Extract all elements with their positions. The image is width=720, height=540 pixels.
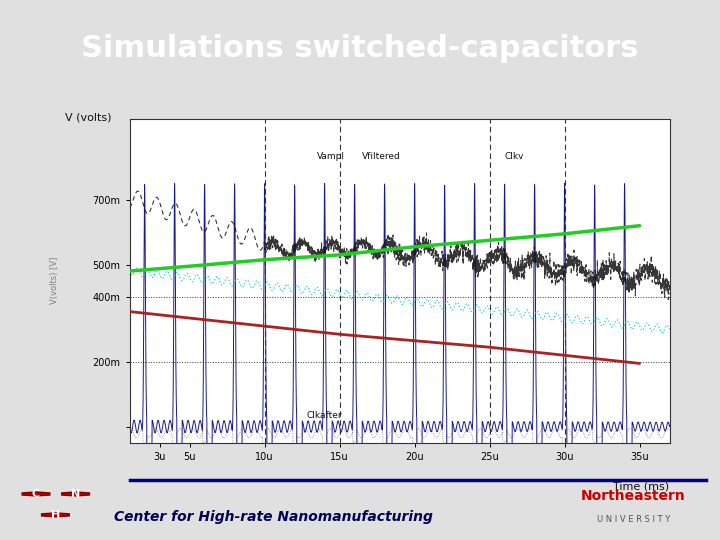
Text: Clkv: Clkv <box>505 152 524 161</box>
Text: Clkafter: Clkafter <box>307 411 343 420</box>
Text: Time (ms): Time (ms) <box>613 482 670 492</box>
Polygon shape <box>42 513 69 517</box>
Text: Simulations switched-capacitors: Simulations switched-capacitors <box>81 34 639 63</box>
Text: Vampl: Vampl <box>317 152 345 161</box>
Text: V(volts) [V]: V(volts) [V] <box>50 257 58 305</box>
Polygon shape <box>62 492 89 496</box>
Text: Center for High-rate Nanomanufacturing: Center for High-rate Nanomanufacturing <box>114 510 433 524</box>
Text: Northeastern: Northeastern <box>581 489 686 503</box>
Text: N: N <box>71 489 80 499</box>
Text: U N I V E R S I T Y: U N I V E R S I T Y <box>597 515 670 524</box>
Text: V (volts): V (volts) <box>65 112 112 123</box>
Text: Vfiltered: Vfiltered <box>362 152 401 161</box>
Polygon shape <box>22 492 50 496</box>
Text: C: C <box>32 489 40 499</box>
Text: H: H <box>51 510 60 520</box>
